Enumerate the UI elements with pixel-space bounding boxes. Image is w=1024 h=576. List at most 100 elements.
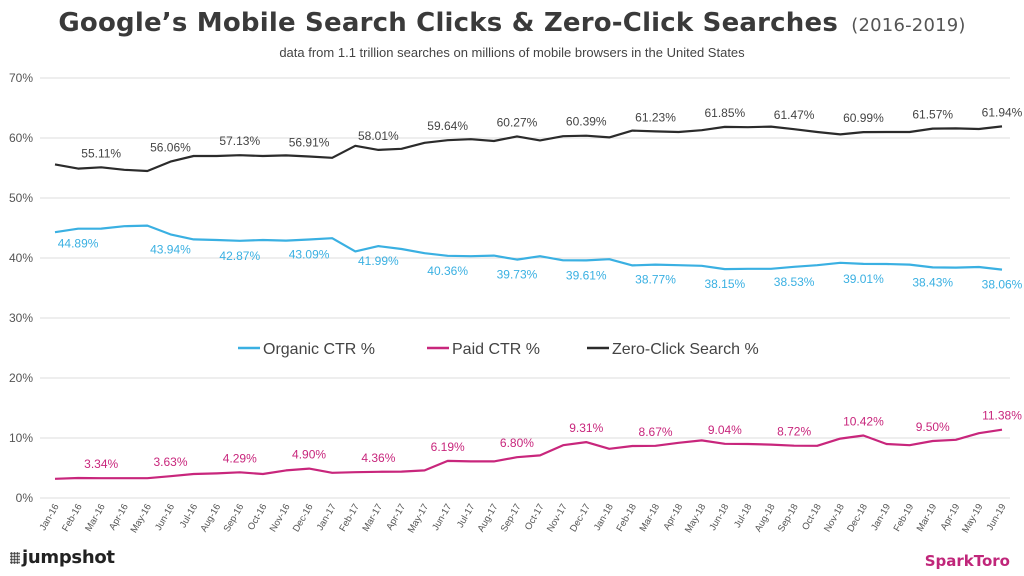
- x-tick-label: Oct-17: [523, 502, 547, 532]
- x-tick-label: Nov-17: [545, 502, 570, 534]
- data-label: 9.04%: [708, 423, 742, 437]
- chart-subtitle: data from 1.1 trillion searches on milli…: [279, 45, 745, 60]
- data-label: 6.80%: [500, 436, 534, 450]
- data-label: 39.01%: [843, 272, 884, 286]
- data-label: 3.63%: [153, 455, 187, 469]
- data-label: 40.36%: [427, 264, 468, 278]
- y-tick-label: 30%: [9, 311, 33, 325]
- x-tick-label: Aug-18: [753, 502, 778, 534]
- data-label: 59.64%: [427, 119, 468, 133]
- x-tick-label: Dec-18: [845, 502, 870, 534]
- x-tick-label: May-19: [960, 502, 985, 535]
- series-line-0: [54, 224, 1003, 271]
- data-label: 39.73%: [497, 268, 538, 282]
- x-tick-label: Mar-19: [915, 502, 940, 534]
- data-label: 55.11%: [81, 146, 121, 160]
- x-tick-label: Oct-16: [246, 502, 270, 532]
- data-label: 56.06%: [150, 141, 191, 155]
- data-label: 3.34%: [84, 457, 118, 471]
- x-tick-label: Jul-18: [732, 502, 754, 530]
- data-label: 43.09%: [289, 247, 330, 261]
- chart-title: Google’s Mobile Search Clicks & Zero-Cli…: [0, 8, 1024, 38]
- x-tick-label: May-18: [683, 502, 708, 535]
- data-label: 38.15%: [704, 277, 745, 291]
- data-label: 11.38%: [982, 409, 1022, 423]
- y-tick-label: 10%: [9, 431, 33, 445]
- x-tick-label: Jun-19: [985, 502, 1009, 533]
- chart-title-range: (2016-2019): [851, 15, 966, 36]
- x-tick-label: Oct-18: [800, 502, 824, 532]
- x-tick-label: Jan-19: [869, 502, 893, 533]
- data-label: 8.72%: [777, 425, 811, 439]
- data-label: 38.06%: [982, 278, 1023, 292]
- x-tick-label: Jan-18: [592, 502, 616, 533]
- data-label: 58.01%: [358, 129, 399, 143]
- series-line-1: [54, 428, 1003, 480]
- x-tick-label: Feb-19: [892, 502, 917, 534]
- data-label: 44.89%: [58, 237, 99, 251]
- data-label: 9.31%: [569, 421, 603, 435]
- x-tick-label: Mar-17: [360, 502, 385, 534]
- data-label: 60.27%: [497, 115, 538, 129]
- x-tick-label: May-16: [129, 502, 154, 535]
- y-tick-label: 60%: [9, 131, 33, 145]
- x-tick-label: Nov-18: [822, 502, 847, 534]
- data-label: 61.94%: [982, 105, 1023, 119]
- x-tick-label: Jun-16: [153, 502, 177, 533]
- chart-title-text: Google’s Mobile Search Clicks & Zero-Cli…: [58, 8, 838, 38]
- x-tick-label: Dec-17: [568, 502, 593, 534]
- y-tick-label: 0%: [16, 491, 34, 505]
- x-tick-label: Aug-17: [476, 502, 501, 534]
- x-tick-label: Apr-19: [939, 502, 963, 532]
- data-label: 4.29%: [223, 451, 257, 465]
- jumpshot-dots-icon: [10, 552, 20, 564]
- x-tick-label: Jun-18: [707, 502, 731, 533]
- data-label: 56.91%: [289, 136, 330, 150]
- x-tick-label: Feb-18: [614, 502, 639, 534]
- x-tick-label: Apr-16: [107, 502, 131, 532]
- x-tick-label: May-17: [406, 502, 431, 535]
- y-tick-label: 20%: [9, 371, 33, 385]
- data-label: 41.99%: [358, 254, 399, 268]
- x-tick-label: Mar-18: [638, 502, 663, 534]
- data-label: 61.47%: [774, 108, 815, 122]
- x-tick-label: Feb-16: [60, 502, 85, 534]
- legend-label: Zero-Click Search %: [612, 341, 759, 358]
- x-tick-label: Feb-17: [337, 502, 362, 534]
- data-label: 43.94%: [150, 242, 191, 256]
- x-tick-label: Jan-17: [315, 502, 339, 533]
- x-tick-label: Aug-16: [198, 502, 223, 534]
- sparktoro-logo: SparkToro: [924, 552, 1010, 570]
- data-label: 38.43%: [912, 275, 953, 289]
- x-tick-label: Sep-16: [222, 502, 247, 534]
- data-label: 8.67%: [639, 425, 673, 439]
- data-label: 4.36%: [361, 451, 395, 465]
- x-tick-label: Nov-16: [268, 502, 293, 534]
- x-tick-label: Dec-16: [291, 502, 316, 534]
- x-tick-label: Apr-18: [661, 502, 685, 532]
- x-tick-label: Sep-18: [776, 502, 801, 534]
- legend-label: Organic CTR %: [263, 341, 375, 358]
- data-label: 10.42%: [843, 414, 884, 428]
- x-tick-label: Mar-16: [83, 502, 108, 534]
- data-label: 9.50%: [916, 420, 950, 434]
- x-tick-label: Jun-17: [430, 502, 454, 533]
- data-label: 39.61%: [566, 268, 607, 282]
- data-label: 42.87%: [219, 249, 260, 263]
- legend-label: Paid CTR %: [452, 341, 540, 358]
- series-line-2: [54, 125, 1003, 173]
- data-label: 4.90%: [292, 448, 326, 462]
- x-tick-label: Apr-17: [384, 502, 408, 532]
- data-label: 38.77%: [635, 273, 676, 287]
- data-label: 38.53%: [774, 275, 815, 289]
- data-label: 57.13%: [219, 134, 260, 148]
- jumpshot-logo: jumpshot: [10, 547, 115, 568]
- x-tick-label: Jul-16: [178, 502, 200, 530]
- x-tick-label: Jan-16: [38, 502, 62, 533]
- data-label: 61.85%: [704, 106, 745, 120]
- x-tick-label: Sep-17: [499, 502, 524, 534]
- data-label: 60.39%: [566, 115, 607, 129]
- y-tick-label: 50%: [9, 191, 33, 205]
- data-label: 6.19%: [431, 440, 465, 454]
